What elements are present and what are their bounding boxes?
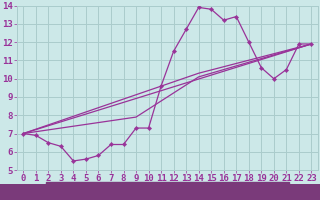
X-axis label: Windchill (Refroidissement éolien,°C): Windchill (Refroidissement éolien,°C) xyxy=(52,187,283,198)
